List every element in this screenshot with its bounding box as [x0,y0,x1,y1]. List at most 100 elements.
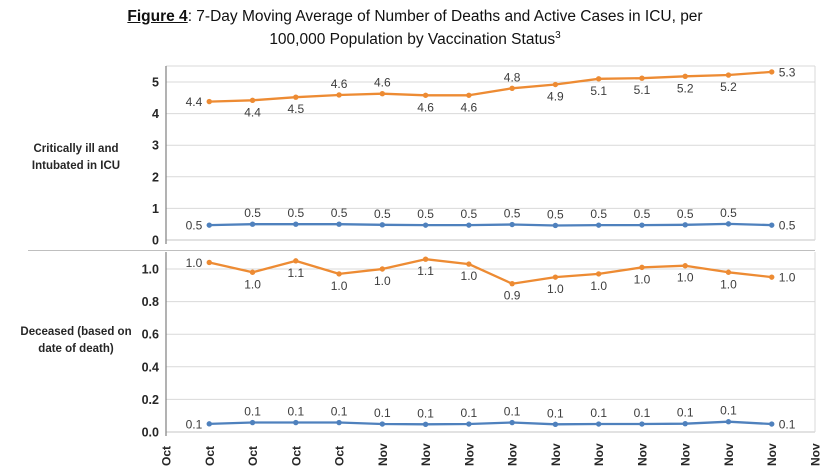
data-label: 1.0 [374,274,391,288]
panel-icu: 0 1 2 3 4 5 4.4 4.4 4.5 4.6 4.6 4.6 4.6 4.8 4.9 5.1 5.1 5… [152,65,816,248]
data-label: 0.1 [244,405,261,419]
data-label: 4.8 [504,70,521,84]
data-point-blue [595,421,602,427]
data-point-blue [682,420,688,427]
data-point-blue [639,222,645,228]
data-point-orange [466,261,472,267]
x-tick-label: Nov [809,443,823,466]
x-tick-label: Oct [289,446,303,466]
data-label: 0.5 [720,206,737,220]
panel-title-deceased-line1: Deceased (based on [20,326,132,338]
panel-deceased: 0.0 0.2 0.4 0.6 0.8 1.0 1.0 1.0 1.1 1.0 1.0 1.1 1.0 0… [142,252,823,466]
data-label: 0.1 [504,405,521,419]
data-point-blue [379,421,386,427]
y-tick-label: 0.4 [142,360,159,374]
data-label: 4.6 [417,100,434,114]
y-tick-label: 3 [152,139,159,153]
data-label: 0.1 [417,406,434,420]
data-point-blue [206,222,212,228]
data-point-blue [466,222,472,228]
data-label: 0.5 [417,207,434,221]
panel-title-icu: Critically ill and Intubated in ICU [10,141,142,176]
data-label: 5.1 [634,83,651,97]
data-label: 0.1 [374,406,391,420]
data-point-blue [293,419,299,426]
data-point-blue [725,419,732,425]
panel-title-icu-line1: Critically ill and [33,143,119,155]
data-point-blue [509,419,515,426]
data-point-orange [725,72,732,78]
y-tick-label: 1 [152,202,159,216]
x-tick-label: Nov [419,443,433,466]
x-tick-label: Nov [722,443,736,466]
x-tick-label: Nov [679,443,693,466]
data-label: 0.5 [779,219,796,233]
data-label: 1.0 [779,271,796,285]
data-point-blue [422,421,429,428]
data-label: 0.5 [677,207,694,221]
data-label: 4.4 [186,95,203,109]
data-point-blue [725,221,732,227]
x-tick-label: Nov [462,443,476,466]
data-point-orange [336,92,342,98]
panel-title-icu-line2: Intubated in ICU [31,160,121,173]
data-point-orange [206,259,212,266]
footnote-marker: 3 [555,30,561,42]
data-point-orange [509,85,515,92]
series-line-orange [208,258,773,285]
panel-title-deceased: Deceased (based on date of death) [10,324,142,359]
y-tick-label: 5 [152,76,159,90]
data-point-orange [379,90,386,97]
data-label: 0.1 [547,406,564,420]
data-label: 5.2 [720,80,737,94]
data-point-orange [682,263,688,269]
data-label: 1.0 [677,271,694,285]
figure-title: Figure 4: 7-Day Moving Average of Number… [0,5,830,52]
data-label: 0.5 [186,219,203,233]
data-point-blue [509,221,515,228]
data-label: 0.1 [779,418,796,432]
data-point-orange [509,280,515,287]
data-label: 0.5 [504,207,521,221]
data-point-orange [552,81,559,88]
panel-title-deceased-line2: date of death) [38,343,114,356]
data-point-orange [379,266,386,272]
figure-title-line2: 100,000 Population by Vaccination Status [269,31,556,49]
y-tick-label: 0.2 [142,393,159,407]
data-point-blue [595,222,602,228]
data-label: 1.0 [634,272,651,286]
data-label: 0.5 [634,207,651,221]
data-point-orange [249,97,256,104]
x-tick-label: Nov [549,443,563,466]
y-tick-label: 0 [152,234,159,248]
data-point-orange [769,274,775,280]
data-label: 1.0 [244,277,261,291]
y-tick-label: 4 [152,107,159,121]
data-point-blue [466,421,472,427]
data-label: 4.6 [374,76,391,90]
data-point-orange [206,98,212,105]
figure-number-label: Figure 4 [127,8,188,25]
data-point-blue [769,421,775,427]
data-label: 1.0 [186,256,203,270]
x-tick-label: Nov [506,443,520,466]
data-point-blue [552,421,559,428]
data-point-orange [595,271,602,277]
data-point-orange [422,92,429,98]
data-label: 0.5 [461,207,478,221]
data-label: 5.1 [590,84,607,98]
x-tick-label: Nov [376,443,390,466]
data-point-blue [249,221,256,227]
data-label: 1.1 [287,266,304,280]
data-point-orange [639,264,645,271]
y-tick-label: 0.6 [142,328,159,342]
data-label: 0.5 [331,206,348,220]
data-label: 4.5 [287,102,304,116]
data-label: 0.1 [720,404,737,418]
data-label: 0.1 [677,406,694,420]
data-label: 0.1 [331,405,348,419]
data-point-blue [336,419,342,426]
x-tick-label: Nov [765,443,779,466]
data-point-orange [293,94,299,100]
